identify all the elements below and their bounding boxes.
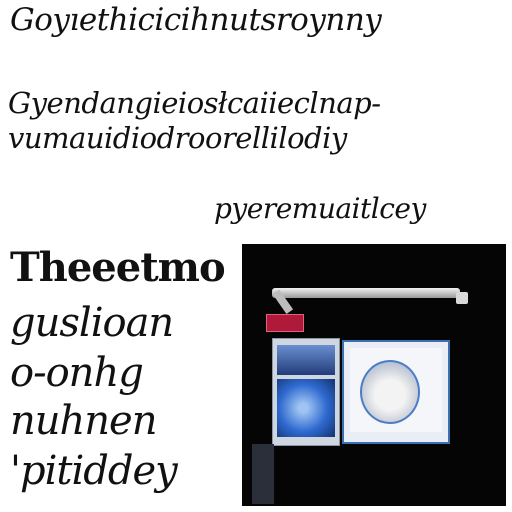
right-monitor bbox=[342, 340, 450, 444]
left-monitor-bottom-screen bbox=[277, 379, 335, 437]
left-monitor bbox=[272, 338, 340, 446]
right-monitor-screen bbox=[350, 348, 442, 432]
large-text-line-1: Theeetmo bbox=[10, 244, 226, 291]
left-monitor-top-screen bbox=[277, 345, 335, 375]
ceiling-rail bbox=[272, 288, 460, 298]
scribble-line-1: Goyıethicicihnutsroynny bbox=[10, 2, 382, 38]
large-text-line-4: nuhnen bbox=[10, 398, 157, 444]
monitor-stand bbox=[252, 444, 274, 504]
scribble-line-2: Gyendangieiosłcaiieclnap- bbox=[8, 86, 381, 120]
large-text-line-3: o-onhg bbox=[10, 350, 144, 396]
scribble-line-3: vumauidiodroorellilodiy bbox=[8, 121, 347, 155]
large-text-line-2: guslioan bbox=[10, 300, 174, 346]
large-text-line-5: 'pitiddey bbox=[10, 448, 178, 494]
red-sign bbox=[266, 314, 304, 332]
equipment-photo bbox=[242, 244, 506, 506]
scan-image-icon bbox=[360, 360, 420, 424]
rail-end-cap bbox=[456, 292, 468, 304]
scribble-line-4: pyeremuaitlcey bbox=[214, 192, 426, 225]
